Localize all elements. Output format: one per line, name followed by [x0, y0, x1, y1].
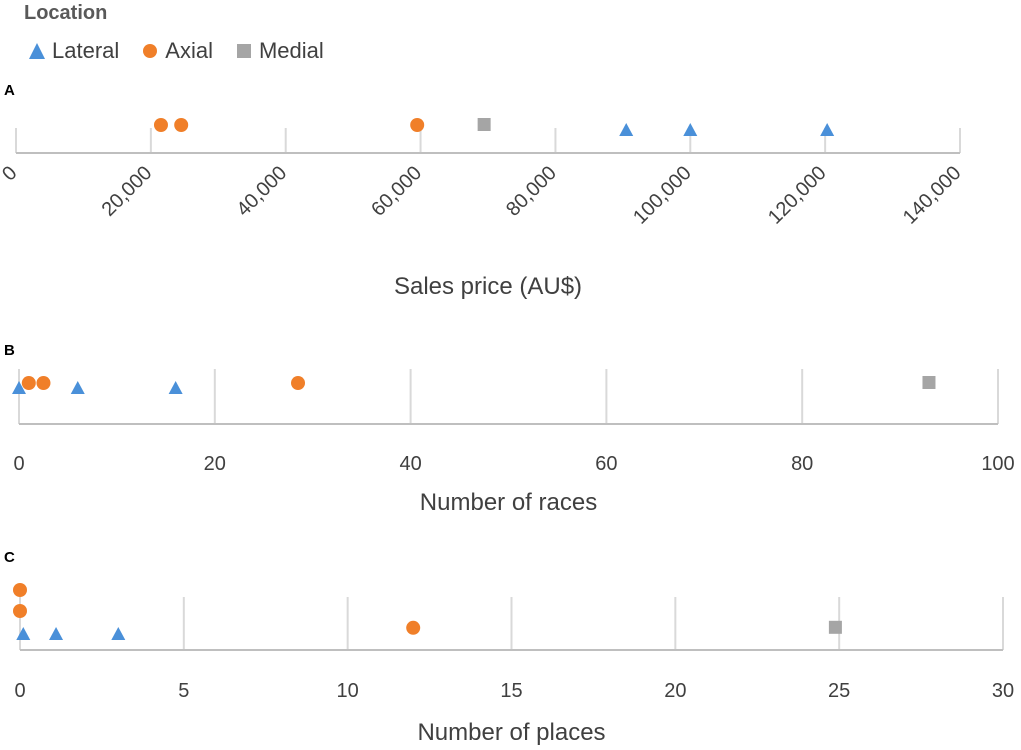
axial-point: [174, 118, 189, 132]
tick-label: 40: [399, 453, 421, 475]
tick-label: 140,000: [899, 162, 966, 229]
tick-label: 100: [981, 453, 1014, 475]
lateral-point: [49, 627, 64, 640]
tick-label: 0: [0, 162, 22, 185]
legend-label-medial: Medial: [258, 38, 324, 63]
tick-label: 5: [178, 680, 189, 702]
lateral-point: [12, 381, 26, 394]
tick-label: 120,000: [764, 162, 831, 229]
axial-point: [36, 376, 51, 390]
tick-label: 60: [595, 453, 617, 475]
tick-label: 0: [14, 680, 25, 702]
medial-point: [477, 118, 491, 131]
lateral-point: [619, 123, 634, 136]
tick-label: 20,000: [98, 162, 157, 221]
triangle-marker-icon: [29, 43, 45, 59]
axial-point: [291, 376, 306, 390]
tick-label: 20: [664, 680, 686, 702]
tick-label: 10: [337, 680, 359, 702]
lateral-point: [820, 123, 835, 136]
lateral-point: [16, 627, 31, 640]
axial-point: [153, 118, 168, 132]
legend-entry-axial: Axial: [141, 38, 213, 64]
axial-point: [21, 376, 36, 390]
tick-label: 40,000: [232, 162, 291, 221]
medial-point: [922, 376, 936, 389]
axial-point: [406, 620, 421, 635]
tick-label: 0: [13, 453, 24, 475]
x-axis-title: Number of places: [417, 719, 605, 746]
tick-label: 30: [992, 680, 1014, 702]
tick-label: 60,000: [367, 162, 426, 221]
legend-entry-lateral: Lateral: [28, 38, 119, 64]
axial-point: [410, 118, 425, 132]
medial-point: [828, 620, 842, 634]
legend-entry-medial: Medial: [235, 38, 324, 64]
tick-label: 100,000: [629, 162, 696, 229]
square-marker-icon: [236, 44, 251, 58]
x-axis-title: Sales price (AU$): [394, 273, 582, 300]
lateral-point: [70, 381, 85, 394]
axial-point: [13, 583, 27, 597]
legend: Lateral Axial Medial: [28, 38, 346, 64]
tick-label: 20: [204, 453, 226, 475]
axial-point: [13, 604, 27, 618]
lateral-point: [168, 381, 183, 394]
lateral-point: [111, 627, 126, 640]
legend-label-lateral: Lateral: [52, 38, 120, 63]
panel-label: B: [4, 342, 15, 359]
legend-title: Location: [24, 2, 108, 24]
x-axis-title: Number of races: [420, 489, 597, 516]
tick-label: 25: [828, 680, 850, 702]
circle-marker-icon: [143, 44, 158, 58]
panel-label: A: [4, 82, 15, 99]
legend-label-axial: Axial: [165, 38, 213, 63]
panel-label: C: [4, 549, 15, 566]
tick-label: 80: [791, 453, 813, 475]
lateral-point: [683, 123, 698, 136]
tick-label: 80,000: [502, 162, 561, 221]
tick-label: 15: [500, 680, 522, 702]
